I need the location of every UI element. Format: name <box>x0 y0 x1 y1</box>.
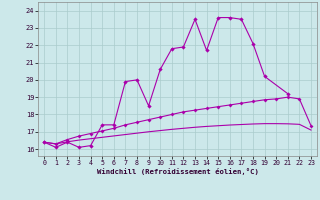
X-axis label: Windchill (Refroidissement éolien,°C): Windchill (Refroidissement éolien,°C) <box>97 168 259 175</box>
